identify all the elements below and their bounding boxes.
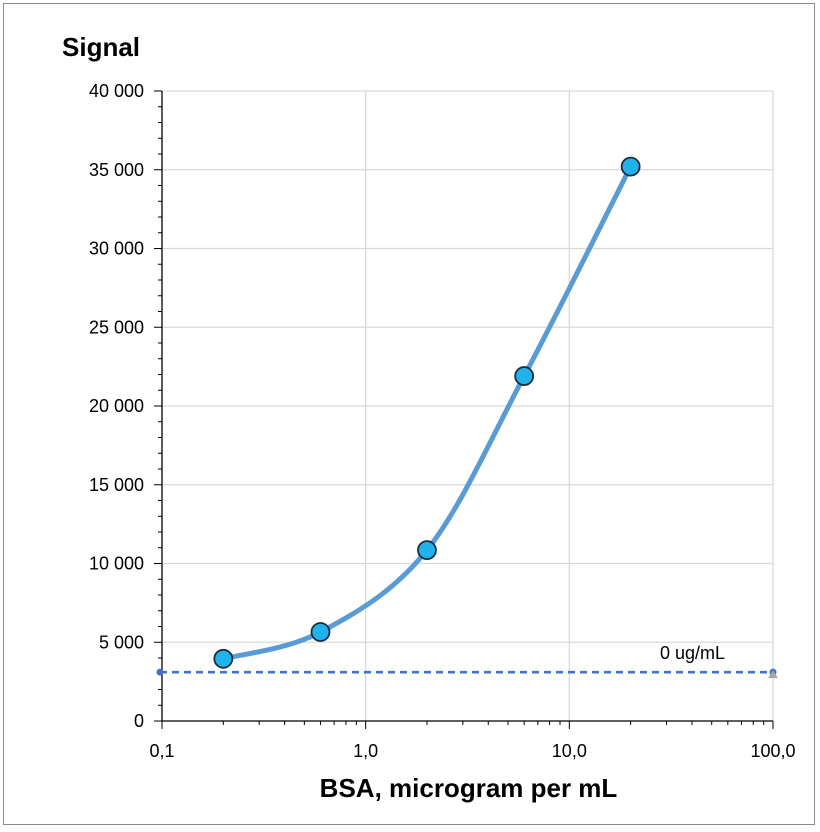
x-tick-label: 1,0 <box>353 741 378 761</box>
labels: 0 5 000 10 000 15 000 20 000 25 000 30 000 35 0… <box>62 32 796 803</box>
y-axis-title: Signal <box>62 32 140 62</box>
chart-frame <box>3 3 815 825</box>
grid <box>162 90 774 721</box>
y-tick-label: 25 000 <box>89 317 144 337</box>
y-tick-label: 0 <box>134 711 144 731</box>
y-tick-label: 35 000 <box>89 160 144 180</box>
y-tick-label: 5 000 <box>99 632 144 652</box>
reference-line-end-marker <box>768 670 778 679</box>
reference-line-label: 0 ug/mL <box>660 643 725 663</box>
y-tick-label: 20 000 <box>89 396 144 416</box>
data-point <box>310 622 331 642</box>
y-tick-label: 10 000 <box>89 554 144 574</box>
data-point <box>213 648 234 669</box>
data-point <box>417 540 437 561</box>
data-point <box>514 366 535 386</box>
data-point <box>620 156 641 177</box>
y-tick-label: 30 000 <box>89 239 144 259</box>
x-tick-label: 100,0 <box>750 741 795 761</box>
reference-line-start-point <box>156 668 164 676</box>
x-axis-title: BSA, microgram per mL <box>320 773 618 803</box>
reference-line-group <box>156 668 778 679</box>
series-group <box>213 156 641 669</box>
axes <box>154 90 774 729</box>
x-tick-label: 10,0 <box>552 741 587 761</box>
y-tick-label: 15 000 <box>89 475 144 495</box>
y-tick-label: 40 000 <box>89 81 144 101</box>
x-tick-label: 0,1 <box>149 741 174 761</box>
series-line <box>220 164 634 662</box>
